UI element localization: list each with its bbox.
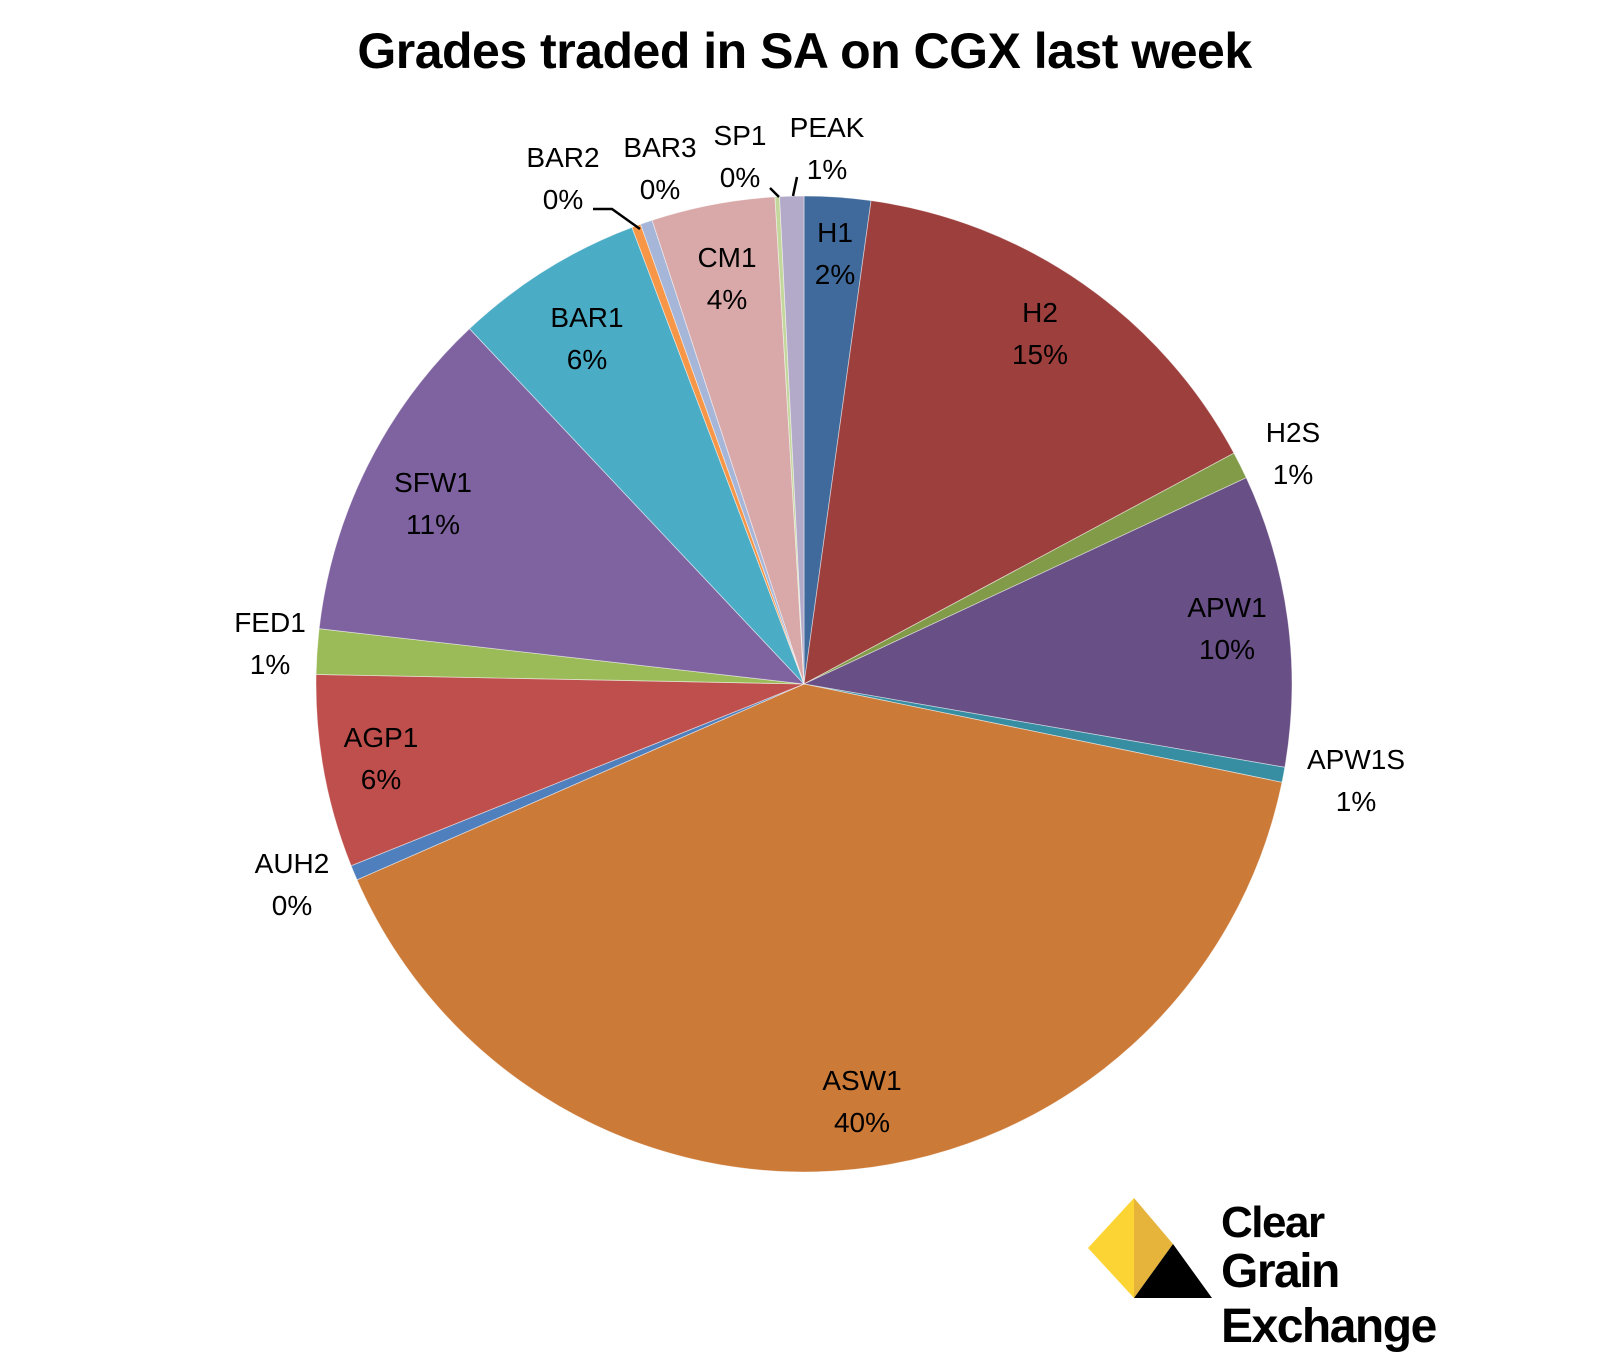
leader-line-sp1 bbox=[769, 187, 780, 198]
data-label-bar1: BAR1 6% bbox=[550, 302, 623, 375]
logo-text-grain-exchange: Grain Exchange bbox=[1221, 1245, 1437, 1353]
leader-line-peak bbox=[791, 176, 799, 197]
data-label-peak: PEAK 1% bbox=[790, 112, 865, 185]
data-label-agp1: AGP1 6% bbox=[344, 722, 419, 795]
pie-slice-h2 bbox=[803, 200, 1235, 685]
pie-slice-peak bbox=[779, 195, 805, 685]
data-label-sfw1: SFW1 11% bbox=[394, 467, 472, 540]
pie-slice-sfw1 bbox=[318, 328, 806, 685]
logo-text-clear: Clear bbox=[1221, 1198, 1325, 1247]
leader-line-bar2 bbox=[593, 207, 641, 231]
data-labels: H1 2% H2 15% H2S 1% APW1 10% APW1S 1% ASW1 40% AUH2 0… bbox=[234, 112, 1405, 1138]
pie-slice-apw1 bbox=[802, 477, 1293, 768]
data-label-bar2: BAR2 0% bbox=[526, 142, 599, 215]
data-label-sp1: SP1 0% bbox=[714, 120, 767, 193]
data-label-fed1: FED1 1% bbox=[234, 607, 306, 680]
data-label-h2: H2 15% bbox=[1012, 297, 1068, 370]
data-label-h2s: H2S 1% bbox=[1266, 417, 1320, 490]
pie-slice-agp1 bbox=[315, 674, 805, 867]
chart-title: Grades traded in SA on CGX last week bbox=[357, 23, 1252, 79]
leader-lines bbox=[593, 176, 799, 231]
data-label-apw1: APW1 10% bbox=[1187, 592, 1266, 665]
data-label-cm1: CM1 4% bbox=[697, 242, 756, 315]
logo-diamond-icon bbox=[1088, 1198, 1212, 1298]
pie-slice-bar1 bbox=[468, 226, 805, 685]
pie-slices bbox=[315, 195, 1293, 1173]
data-label-h1: H1 2% bbox=[815, 217, 855, 290]
pie-slice-asw1 bbox=[356, 683, 1283, 1173]
data-label-bar3: BAR3 0% bbox=[623, 132, 696, 205]
data-label-asw1: ASW1 40% bbox=[822, 1065, 901, 1138]
data-label-auh2: AUH2 0% bbox=[255, 848, 330, 921]
clear-grain-exchange-logo: Clear Grain Exchange bbox=[1088, 1198, 1558, 1353]
data-label-apw1s: APW1S 1% bbox=[1307, 744, 1405, 817]
